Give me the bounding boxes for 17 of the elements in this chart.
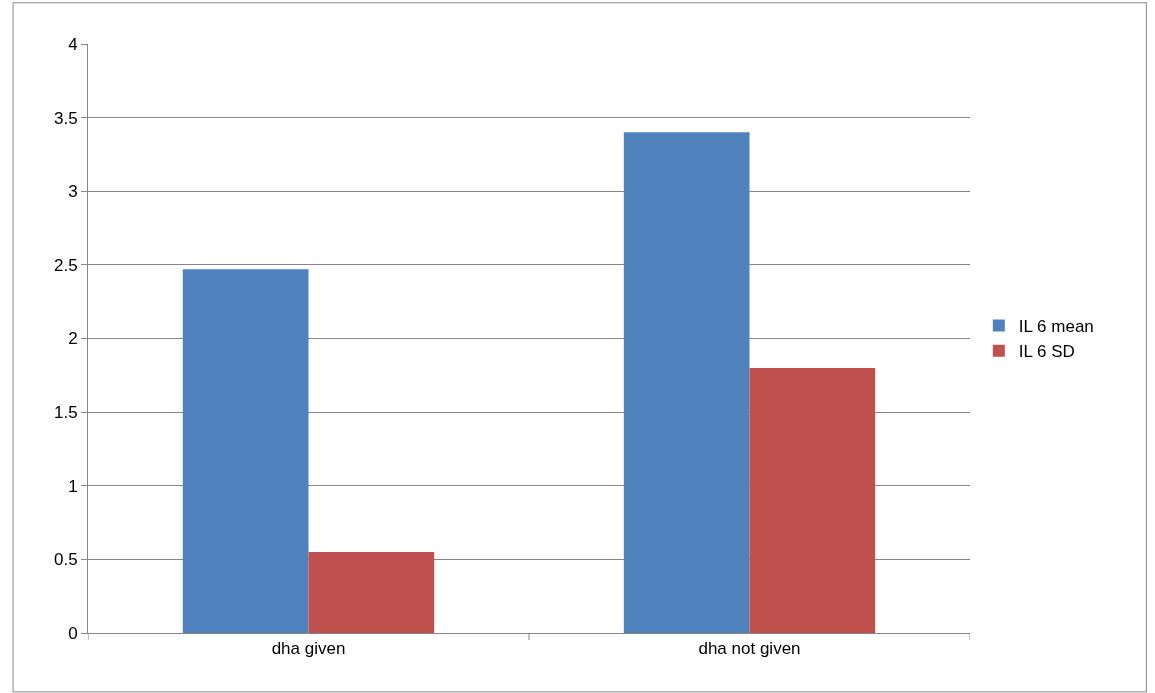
- legend-label: IL 6 mean: [1018, 317, 1094, 337]
- x-tick-label: dha given: [271, 639, 346, 659]
- bar: [749, 367, 876, 633]
- y-tick-label: 1.5: [53, 403, 78, 423]
- y-tick-label: 3.5: [53, 108, 78, 128]
- y-tick-label: 2.5: [53, 255, 78, 275]
- y-tick-label: 1: [68, 476, 78, 496]
- bar: [623, 132, 750, 633]
- y-tick-label: 0.5: [53, 550, 78, 570]
- y-tick-label: 3: [68, 182, 78, 202]
- legend-label: IL 6 SD: [1018, 342, 1075, 362]
- y-tick-label: 4: [68, 34, 78, 54]
- bar: [182, 269, 309, 633]
- x-tick-label: dha not given: [698, 639, 801, 659]
- y-tick-label: 2: [68, 329, 78, 349]
- y-tick-label: 0: [68, 623, 78, 643]
- bar: [308, 552, 435, 633]
